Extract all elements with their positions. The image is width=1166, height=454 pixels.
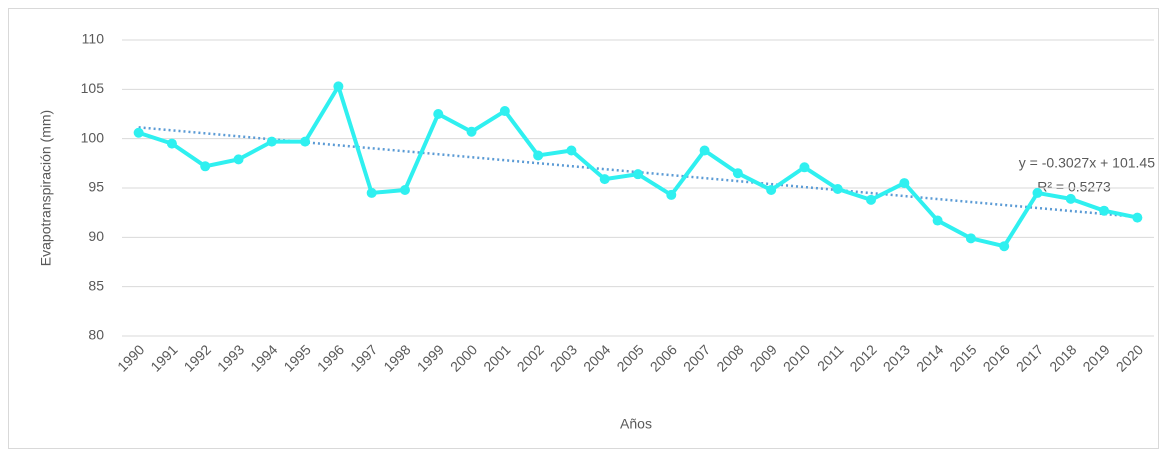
data-point — [965, 233, 976, 244]
y-tick-label: 100 — [81, 129, 105, 145]
data-point — [333, 81, 344, 92]
data-point — [666, 189, 677, 200]
chart-border — [8, 8, 1159, 449]
data-point — [366, 187, 377, 198]
y-tick-label: 105 — [81, 80, 105, 96]
x-axis-label: Años — [620, 416, 652, 432]
data-point — [866, 194, 877, 205]
data-point — [1065, 193, 1076, 204]
y-axis-label: Evapotranspiración (mm) — [38, 110, 54, 266]
data-point — [799, 162, 810, 173]
data-point — [1032, 187, 1043, 198]
trend-equation: y = -0.3027x + 101.45 — [1019, 155, 1155, 171]
data-point — [832, 183, 843, 194]
data-point — [200, 161, 211, 172]
data-point — [533, 150, 544, 161]
data-point — [466, 126, 477, 137]
data-point — [166, 138, 177, 149]
y-tick-label: 90 — [88, 228, 104, 244]
data-point — [599, 174, 610, 185]
data-point — [633, 169, 643, 180]
data-point — [1099, 205, 1110, 216]
data-point — [766, 184, 777, 195]
y-tick-label: 95 — [88, 179, 104, 195]
data-point — [899, 178, 910, 189]
y-tick-label: 110 — [82, 31, 105, 47]
data-point — [133, 127, 144, 138]
data-point — [1132, 212, 1143, 223]
data-point — [433, 109, 444, 119]
y-tick-label: 85 — [88, 277, 104, 293]
trend-r2: R² = 0.5273 — [1037, 179, 1111, 195]
data-point — [300, 136, 311, 147]
data-point — [932, 215, 943, 226]
data-point — [732, 168, 743, 179]
data-point — [999, 241, 1010, 252]
data-point — [399, 184, 410, 195]
y-tick-label: 80 — [88, 327, 104, 343]
data-point — [233, 154, 244, 165]
data-point — [699, 145, 710, 156]
data-point — [566, 145, 577, 156]
data-point — [499, 106, 510, 117]
data-point — [266, 136, 277, 147]
